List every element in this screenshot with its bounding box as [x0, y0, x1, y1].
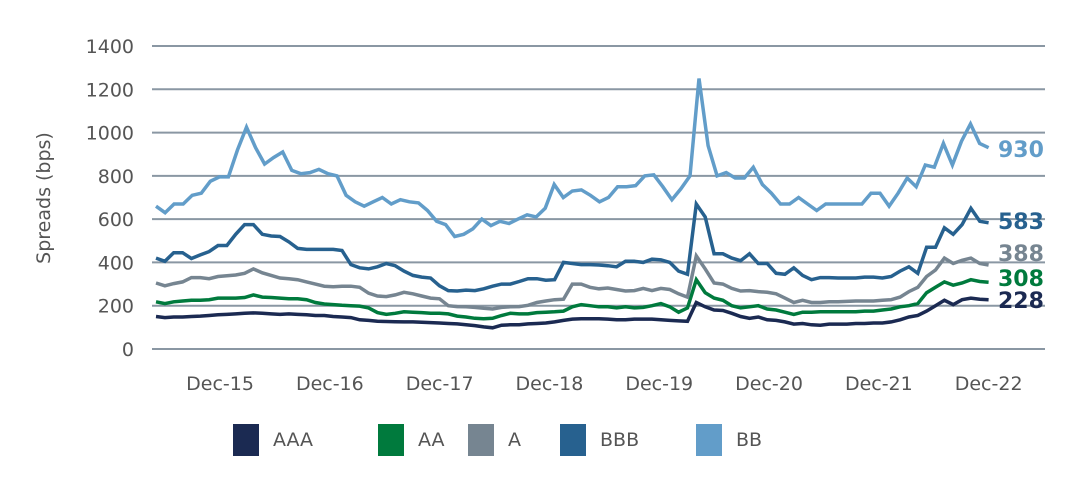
- legend-swatch: [468, 424, 494, 456]
- y-tick-label: 1000: [86, 123, 134, 145]
- y-tick-label: 800: [98, 166, 134, 188]
- x-tick-label: Dec-22: [955, 373, 1023, 395]
- series-line-aaa: [155, 296, 989, 330]
- series-line-aa: [155, 275, 989, 321]
- x-tick-label: Dec-21: [845, 373, 913, 395]
- legend-swatch: [233, 424, 259, 456]
- legend-swatch: [696, 424, 722, 456]
- legend-item-a: A: [468, 424, 521, 456]
- x-tick-label: Dec-18: [516, 373, 584, 395]
- end-label-bbb: 583: [998, 210, 1044, 235]
- series-lines: [154, 78, 990, 330]
- x-tick-label: Dec-17: [406, 373, 474, 395]
- y-axis-title: Spreads (bps): [33, 132, 55, 264]
- gridlines: [152, 45, 1045, 350]
- legend-swatch: [560, 424, 586, 456]
- x-axis-ticks: Dec-15 Dec-16 Dec-17 Dec-18 Dec-19 Dec-20 Dec-…: [186, 373, 1022, 395]
- series-line-bbb: [155, 199, 989, 293]
- end-label-aa: 308: [998, 267, 1044, 292]
- y-tick-label: 400: [98, 252, 134, 274]
- legend-label: AA: [418, 429, 445, 451]
- y-tick-label: 1200: [86, 79, 134, 101]
- legend-item-aa: AA: [378, 424, 445, 456]
- x-tick-label: Dec-15: [186, 373, 254, 395]
- y-tick-label: 1400: [86, 36, 134, 58]
- legend-label: A: [508, 429, 521, 451]
- legend-item-bbb: BBB: [560, 424, 639, 456]
- x-tick-label: Dec-19: [625, 373, 693, 395]
- end-label-a: 388: [998, 242, 1044, 267]
- y-tick-label: 0: [122, 339, 134, 361]
- series-line-bb: [154, 78, 990, 239]
- y-axis-ticks: 0 200 400 600 800 1000 1200 1400: [86, 36, 134, 361]
- legend-item-bb: BB: [696, 424, 762, 456]
- end-label-bb: 930: [998, 138, 1044, 163]
- x-tick-label: Dec-16: [296, 373, 364, 395]
- y-tick-label: 200: [98, 296, 134, 318]
- end-label-aaa: 228: [998, 289, 1044, 314]
- y-tick-label: 600: [98, 209, 134, 231]
- series-line-a: [155, 251, 989, 311]
- legend-item-aaa: AAA: [233, 424, 313, 456]
- legend-swatch: [378, 424, 404, 456]
- legend-label: BB: [736, 429, 763, 451]
- legend-label: BBB: [600, 429, 640, 451]
- legend: AAA AA A BBB BB: [0, 424, 1076, 456]
- legend-label: AAA: [273, 429, 314, 451]
- x-tick-label: Dec-20: [735, 373, 803, 395]
